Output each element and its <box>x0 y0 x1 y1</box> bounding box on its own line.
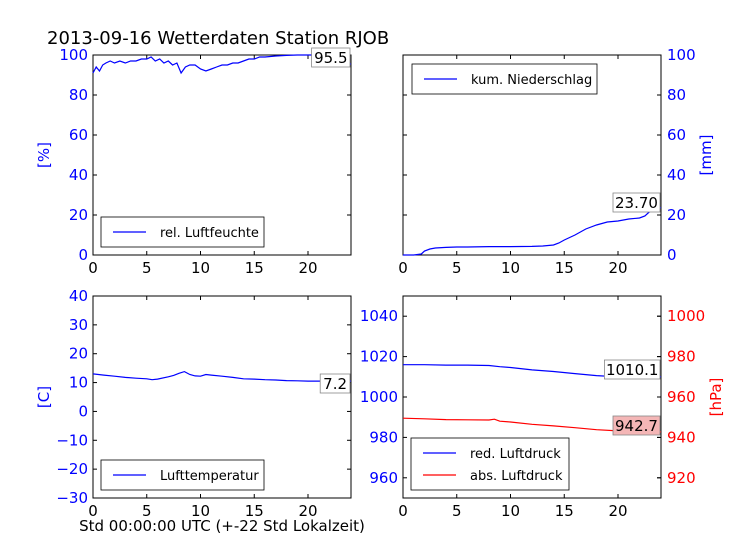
x-tick-label-2-2: 10 <box>191 502 210 520</box>
x-tick-label-3-0: 0 <box>398 502 408 520</box>
panel-frame-1 <box>402 54 662 256</box>
y-tick-label-1-2: 40 <box>667 166 686 184</box>
y-tick-label-2-2: −10 <box>56 431 88 449</box>
x-tick-label-3-1: 5 <box>452 502 462 520</box>
y-tick-label-3-3: 1020 <box>360 348 398 366</box>
y2-tick-label-3-2: 960 <box>667 388 696 406</box>
y-tick-label-2-1: −20 <box>56 460 88 478</box>
legend-box-3 <box>410 437 570 491</box>
y2-tick-label-3-1: 940 <box>667 428 696 446</box>
y-tick-label-0-5: 100 <box>59 46 88 64</box>
y-tick-label-1-1: 20 <box>667 206 686 224</box>
annotation-abs-pressure-box <box>612 415 661 436</box>
y2-tick-label-3-0: 920 <box>667 469 696 487</box>
x-tick-label-3-2: 10 <box>501 502 520 520</box>
y-tick-label-2-7: 40 <box>69 287 88 305</box>
x-tick-label-1-2: 10 <box>501 259 520 277</box>
y-tick-label-2-0: −30 <box>56 489 88 507</box>
y-tick-label-0-4: 80 <box>69 86 88 104</box>
x-tick-label-3-4: 20 <box>608 502 627 520</box>
x-tick-label-1-0: 0 <box>398 259 408 277</box>
y-tick-label-2-4: 10 <box>69 374 88 392</box>
x-tick-label-2-3: 15 <box>245 502 264 520</box>
y-tick-label-1-3: 60 <box>667 126 686 144</box>
y-tick-label-3-2: 1000 <box>360 388 398 406</box>
y-tick-label-3-4: 1040 <box>360 307 398 325</box>
series-line-2-0 <box>92 370 352 383</box>
annotation-abs-pressure: 942.7 <box>615 417 658 435</box>
x-tick-label-0-2: 10 <box>191 259 210 277</box>
x-tick-label-2-4: 20 <box>298 502 317 520</box>
x-tick-label-0-1: 5 <box>142 259 152 277</box>
annotation-temp: 7.2 <box>323 375 347 393</box>
x-tick-label-0-4: 20 <box>298 259 317 277</box>
x-tick-label-0-0: 0 <box>88 259 98 277</box>
legend-label-0-0: rel. Luftfeuchte <box>160 226 259 241</box>
figure-title: 2013-09-16 Wetterdaten Station RJOB <box>47 28 389 49</box>
y-tick-label-1-0: 0 <box>667 246 677 264</box>
y-tick-label-2-6: 30 <box>69 316 88 334</box>
y-tick-label-2-5: 20 <box>69 345 88 363</box>
x-tick-label-1-1: 5 <box>452 259 462 277</box>
annotation-red-pressure-box <box>604 359 661 380</box>
y2-axis-label-3: [hPa] <box>707 378 725 417</box>
annotation-precip: 23.70 <box>615 194 658 212</box>
annotation-temp-box <box>319 373 351 394</box>
y-tick-label-1-5: 100 <box>667 46 696 64</box>
y-tick-label-0-0: 0 <box>78 246 88 264</box>
x-tick-label-1-3: 15 <box>555 259 574 277</box>
y-axis-label-0: [%] <box>35 142 53 168</box>
x-tick-label-0-3: 15 <box>245 259 264 277</box>
x-tick-label-2-1: 5 <box>142 502 152 520</box>
annotation-humidity: 95.5 <box>314 49 347 67</box>
x-tick-label-2-0: 0 <box>88 502 98 520</box>
y-tick-label-3-1: 980 <box>369 428 398 446</box>
figure-xlabel: Std 00:00:00 UTC (+-22 Std Lokalzeit) <box>79 517 365 535</box>
y-tick-label-2-3: 0 <box>78 402 88 420</box>
y2-tick-label-3-4: 1000 <box>667 307 705 325</box>
y-axis-label-1: [mm] <box>697 135 715 176</box>
y-tick-label-3-0: 960 <box>369 469 398 487</box>
annotation-red-pressure: 1010.1 <box>606 361 659 379</box>
annotation-humidity-box <box>311 47 351 68</box>
y-tick-label-0-2: 40 <box>69 166 88 184</box>
panel-frame-2 <box>92 295 352 499</box>
panel-frame-0 <box>92 54 352 256</box>
y-axis-label-2: [C] <box>35 386 53 408</box>
x-tick-label-3-3: 15 <box>555 502 574 520</box>
y-tick-label-1-4: 80 <box>667 86 686 104</box>
legend-label-1-0: kum. Niederschlag <box>471 73 592 88</box>
y-tick-label-0-1: 20 <box>69 206 88 224</box>
x-tick-label-1-4: 20 <box>608 259 627 277</box>
y2-tick-label-3-3: 980 <box>667 348 696 366</box>
annotation-precip-box <box>612 192 661 213</box>
legend-label-3-0: red. Luftdruck <box>470 447 561 462</box>
legend-label-2-0: Lufttemperatur <box>160 469 259 484</box>
legend-label-3-1: abs. Luftdruck <box>470 469 563 484</box>
series-line-0-0 <box>92 54 351 75</box>
y-tick-label-0-3: 60 <box>69 126 88 144</box>
series-line-1-0 <box>403 207 662 256</box>
